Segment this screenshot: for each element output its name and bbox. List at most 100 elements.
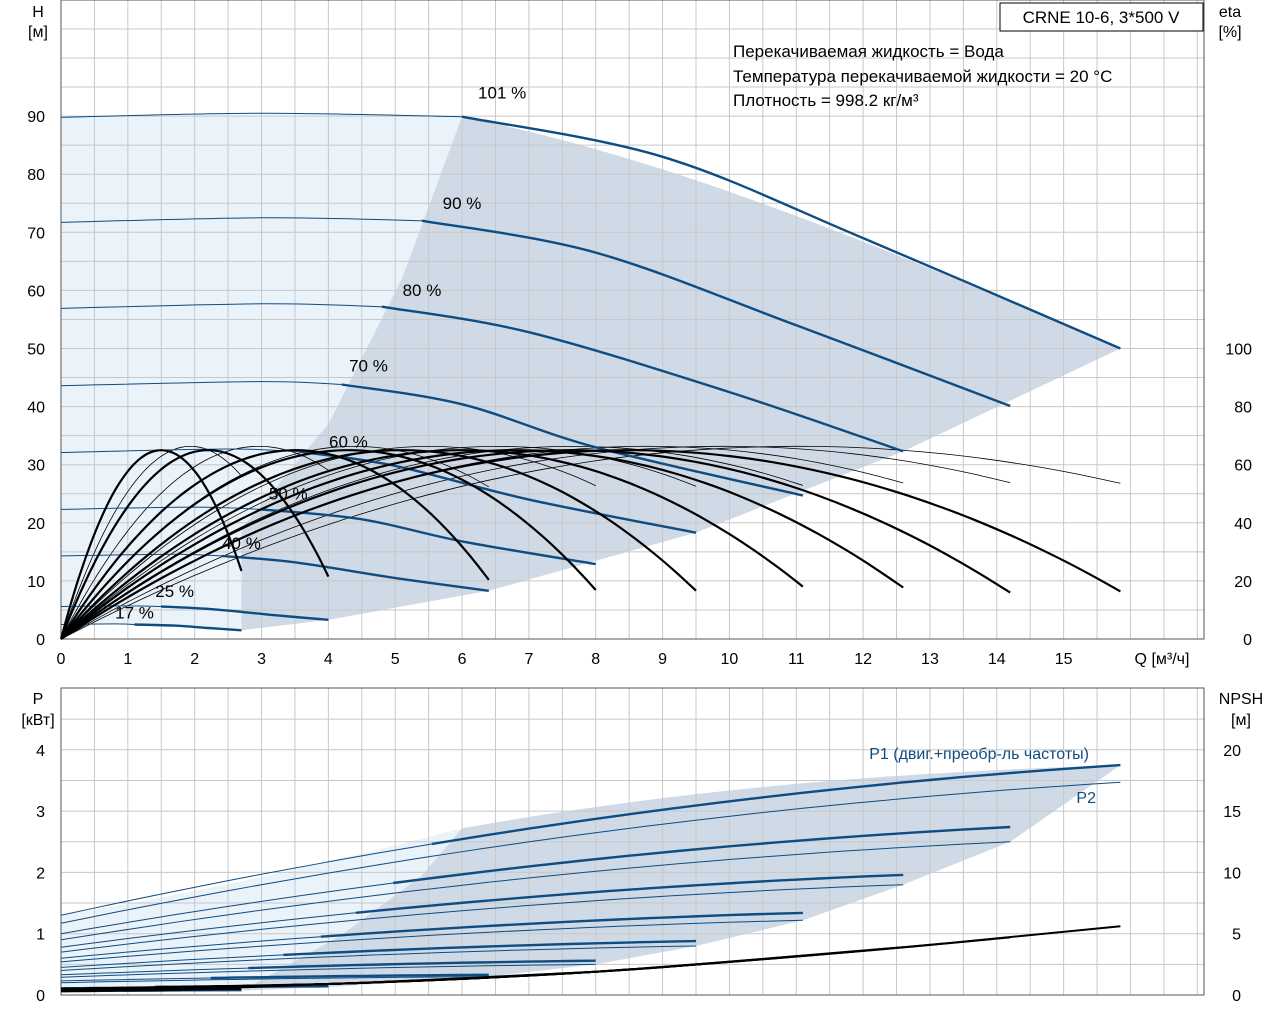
info-temperature: Температура перекачиваемой жидкости = 20… (733, 67, 1112, 86)
x-tick-label: 11 (788, 651, 805, 668)
head-efficiency-panel: 0 1 2 3 4 5 6 7 8 9 10 11 12 13 14 15010203040506070809… (27, 0, 1252, 668)
p1-curve (431, 763, 1121, 846)
y2-tick-label: 0 (1243, 632, 1252, 649)
efficiency-curve-thin (60, 445, 1011, 640)
efficiency-curve-thin (60, 445, 596, 640)
y-axis-title-power: P (33, 691, 44, 708)
head-curve-label: 70 % (349, 357, 388, 376)
head-curve (134, 623, 242, 632)
power-tick-label: 0 (36, 988, 45, 1005)
p1-curve-thin (60, 882, 394, 935)
y-tick-label: 50 (27, 342, 45, 359)
x-tick-label: 7 (524, 651, 533, 668)
x-tick-label: 8 (591, 651, 600, 668)
efficiency-curve (60, 449, 697, 640)
head-curve-label: 40 % (222, 534, 261, 553)
p1-curve-thin (60, 967, 249, 976)
efficiency-curve (59, 449, 330, 640)
x-tick-label: 13 (921, 651, 939, 668)
p1-curve (355, 873, 904, 914)
power-tick-label: 1 (36, 927, 45, 944)
y-tick-label: 90 (27, 109, 45, 126)
npsh-tick-label: 10 (1223, 865, 1241, 882)
head-curve-label: 90 % (443, 194, 482, 213)
y2-tick-label: 80 (1234, 400, 1252, 417)
p1-curve (283, 939, 697, 957)
npsh-tick-label: 0 (1232, 988, 1241, 1005)
x-tick-label: 10 (721, 651, 739, 668)
power-npsh-panel: 0 1 2 3 4 0 5 10 15 20 (36, 687, 1241, 1005)
y2-tick-label: 60 (1234, 458, 1252, 475)
power-tick-label: 3 (36, 804, 45, 821)
power-tick-label: 4 (36, 743, 45, 760)
x-tick-label: 1 (123, 651, 132, 668)
p1-curve (393, 825, 1011, 885)
head-curve (261, 508, 596, 566)
p1-curve-thin (60, 977, 211, 982)
p1-curve-thin (60, 936, 321, 959)
y-tick-label: 70 (27, 225, 45, 242)
y2-tick-label: 100 (1225, 342, 1252, 359)
efficiency-curve (60, 449, 597, 640)
head-curve-thin (60, 381, 342, 387)
p2-curve (60, 976, 489, 984)
p2-curve (60, 919, 803, 963)
top-plot-frame (60, 0, 1205, 640)
head-curves: 101 %90 %80 %70 %60 %50 %40 %25 %17 % (60, 84, 1121, 632)
y2-tick-label: 40 (1234, 516, 1252, 533)
x-tick-label: 9 (658, 651, 667, 668)
head-curve-thin (60, 217, 422, 223)
p1-curve-thin (60, 912, 356, 948)
power-tick-label: 2 (36, 865, 45, 882)
head-curve-thin (60, 112, 463, 118)
head-curve-thin (60, 303, 382, 309)
x-axis-title-flow: Q [м³/ч] (1135, 651, 1190, 668)
head-curve-label: 101 % (478, 84, 526, 103)
y-axis-title-head: H (32, 4, 44, 21)
y2-axis-title-npsh: NPSH (1219, 691, 1263, 708)
y-axis-unit-head: [м] (28, 24, 48, 41)
p2-curve (60, 841, 1011, 941)
efficiency-curve (59, 449, 243, 640)
head-curve-thin (60, 605, 162, 607)
y2-tick-label: 20 (1234, 574, 1252, 591)
x-tick-label: 0 (57, 651, 66, 668)
head-curve (221, 554, 489, 592)
y-tick-label: 0 (36, 632, 45, 649)
x-tick-label: 12 (854, 651, 872, 668)
x-tick-label: 6 (458, 651, 467, 668)
npsh-curves (60, 925, 1121, 993)
y-tick-label: 20 (27, 516, 45, 533)
p1-curve (210, 973, 489, 980)
y-tick-label: 30 (27, 458, 45, 475)
p1-curve (320, 911, 803, 938)
x-tick-label: 2 (190, 651, 199, 668)
y2-axis-unit-eta: [%] (1218, 24, 1241, 41)
head-curve (341, 383, 804, 497)
npsh-tick-label: 20 (1223, 743, 1241, 760)
head-curve (381, 305, 904, 453)
power-operating-region (241, 765, 1121, 991)
y-tick-label: 40 (27, 400, 45, 417)
power-curves (60, 763, 1121, 993)
head-curve-label: 60 % (329, 432, 368, 451)
x-tick-label: 5 (391, 651, 400, 668)
head-curve (421, 219, 1011, 408)
p1-curve-thin (60, 843, 432, 916)
info-density: Плотность = 998.2 кг/м³ (733, 91, 919, 110)
head-curve-thin (60, 553, 222, 557)
y-tick-label: 60 (27, 283, 45, 300)
head-curve (161, 605, 329, 621)
head-curve-label: 17 % (115, 604, 154, 623)
model-box (999, 2, 1204, 32)
head-curve-label: 80 % (403, 281, 442, 300)
x-tick-label: 15 (1055, 651, 1073, 668)
info-fluid: Перекачиваемая жидкость = Вода (733, 42, 1004, 61)
p2-curve (60, 945, 697, 971)
p1-curve-thin (60, 954, 284, 968)
operating-range-region (241, 116, 1121, 631)
npsh-tick-label: 5 (1232, 927, 1241, 944)
efficiency-curve-thin (60, 445, 329, 640)
x-tick-label: 3 (257, 651, 266, 668)
